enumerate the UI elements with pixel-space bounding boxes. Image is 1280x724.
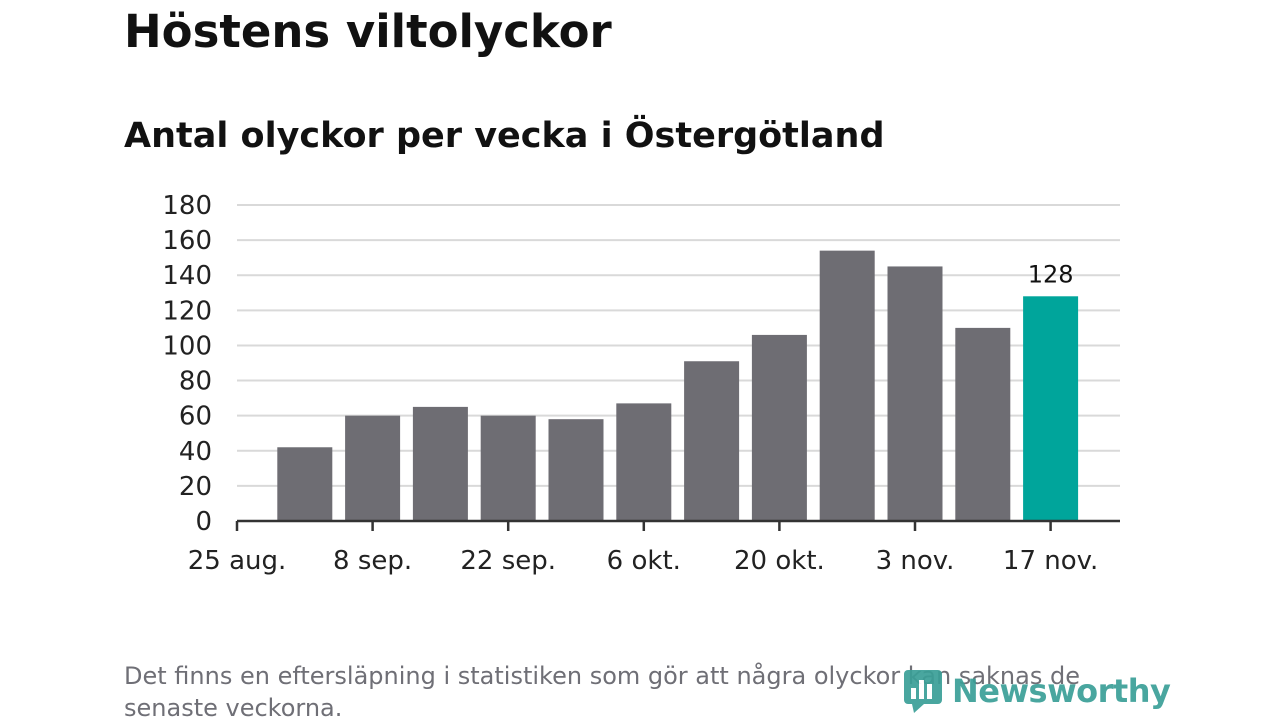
newsworthy-logo[interactable]: Newsworthy (902, 668, 1171, 714)
y-tick-label-20: 20 (179, 472, 212, 502)
bar-29-sep (548, 419, 604, 521)
labels: 0 20 40 60 80 100 120 140 160 180 128 25 aug. 8 sep.… (162, 191, 1098, 576)
y-tick-label-60: 60 (179, 402, 212, 432)
bar-6-okt (616, 403, 672, 521)
bar-chart: 0 20 40 60 80 100 120 140 160 180 128 25 aug. 8 sep.… (162, 191, 1120, 576)
axes (235, 519, 1120, 531)
y-tick-label-140: 140 (162, 261, 212, 291)
y-tick-label-100: 100 (162, 331, 212, 361)
y-tick-label-40: 40 (179, 437, 212, 467)
x-tick-label-2: 8 sep. (333, 546, 412, 576)
y-tick-label-180: 180 (162, 191, 212, 221)
x-tick-label-6: 6 okt. (607, 546, 681, 576)
bar-10-nov (955, 327, 1011, 521)
x-tick-label-0: 25 aug. (188, 546, 287, 576)
bar-22-sep (480, 415, 536, 521)
chart-subtitle: Antal olyckor per vecka i Östergötland (124, 116, 885, 156)
bar-3-nov (887, 266, 943, 521)
data-label-highlight: 128 (1028, 260, 1074, 288)
bar-15-sep (412, 406, 468, 521)
x-tick-label-10: 3 nov. (876, 546, 955, 576)
y-tick-label-160: 160 (162, 226, 212, 256)
y-tick-label-80: 80 (179, 367, 212, 397)
chart-title: Höstens viltolyckor (124, 5, 612, 58)
bar-1-sep (277, 447, 333, 521)
bar-17-nov (1023, 296, 1079, 521)
bar-27-okt (819, 250, 875, 521)
x-tick-label-4: 22 sep. (460, 546, 556, 576)
y-tick-label-0: 0 (195, 507, 212, 537)
newsworthy-logo-icon (904, 670, 942, 713)
bars (277, 250, 1079, 521)
y-tick-label-120: 120 (162, 296, 212, 326)
bar-8-sep (345, 415, 401, 521)
newsworthy-logo-text: Newsworthy (952, 672, 1171, 710)
bar-20-okt (751, 334, 807, 521)
x-tick-label-8: 20 okt. (734, 546, 825, 576)
x-tick-label-12: 17 nov. (1003, 546, 1098, 576)
bar-13-okt (684, 361, 740, 521)
